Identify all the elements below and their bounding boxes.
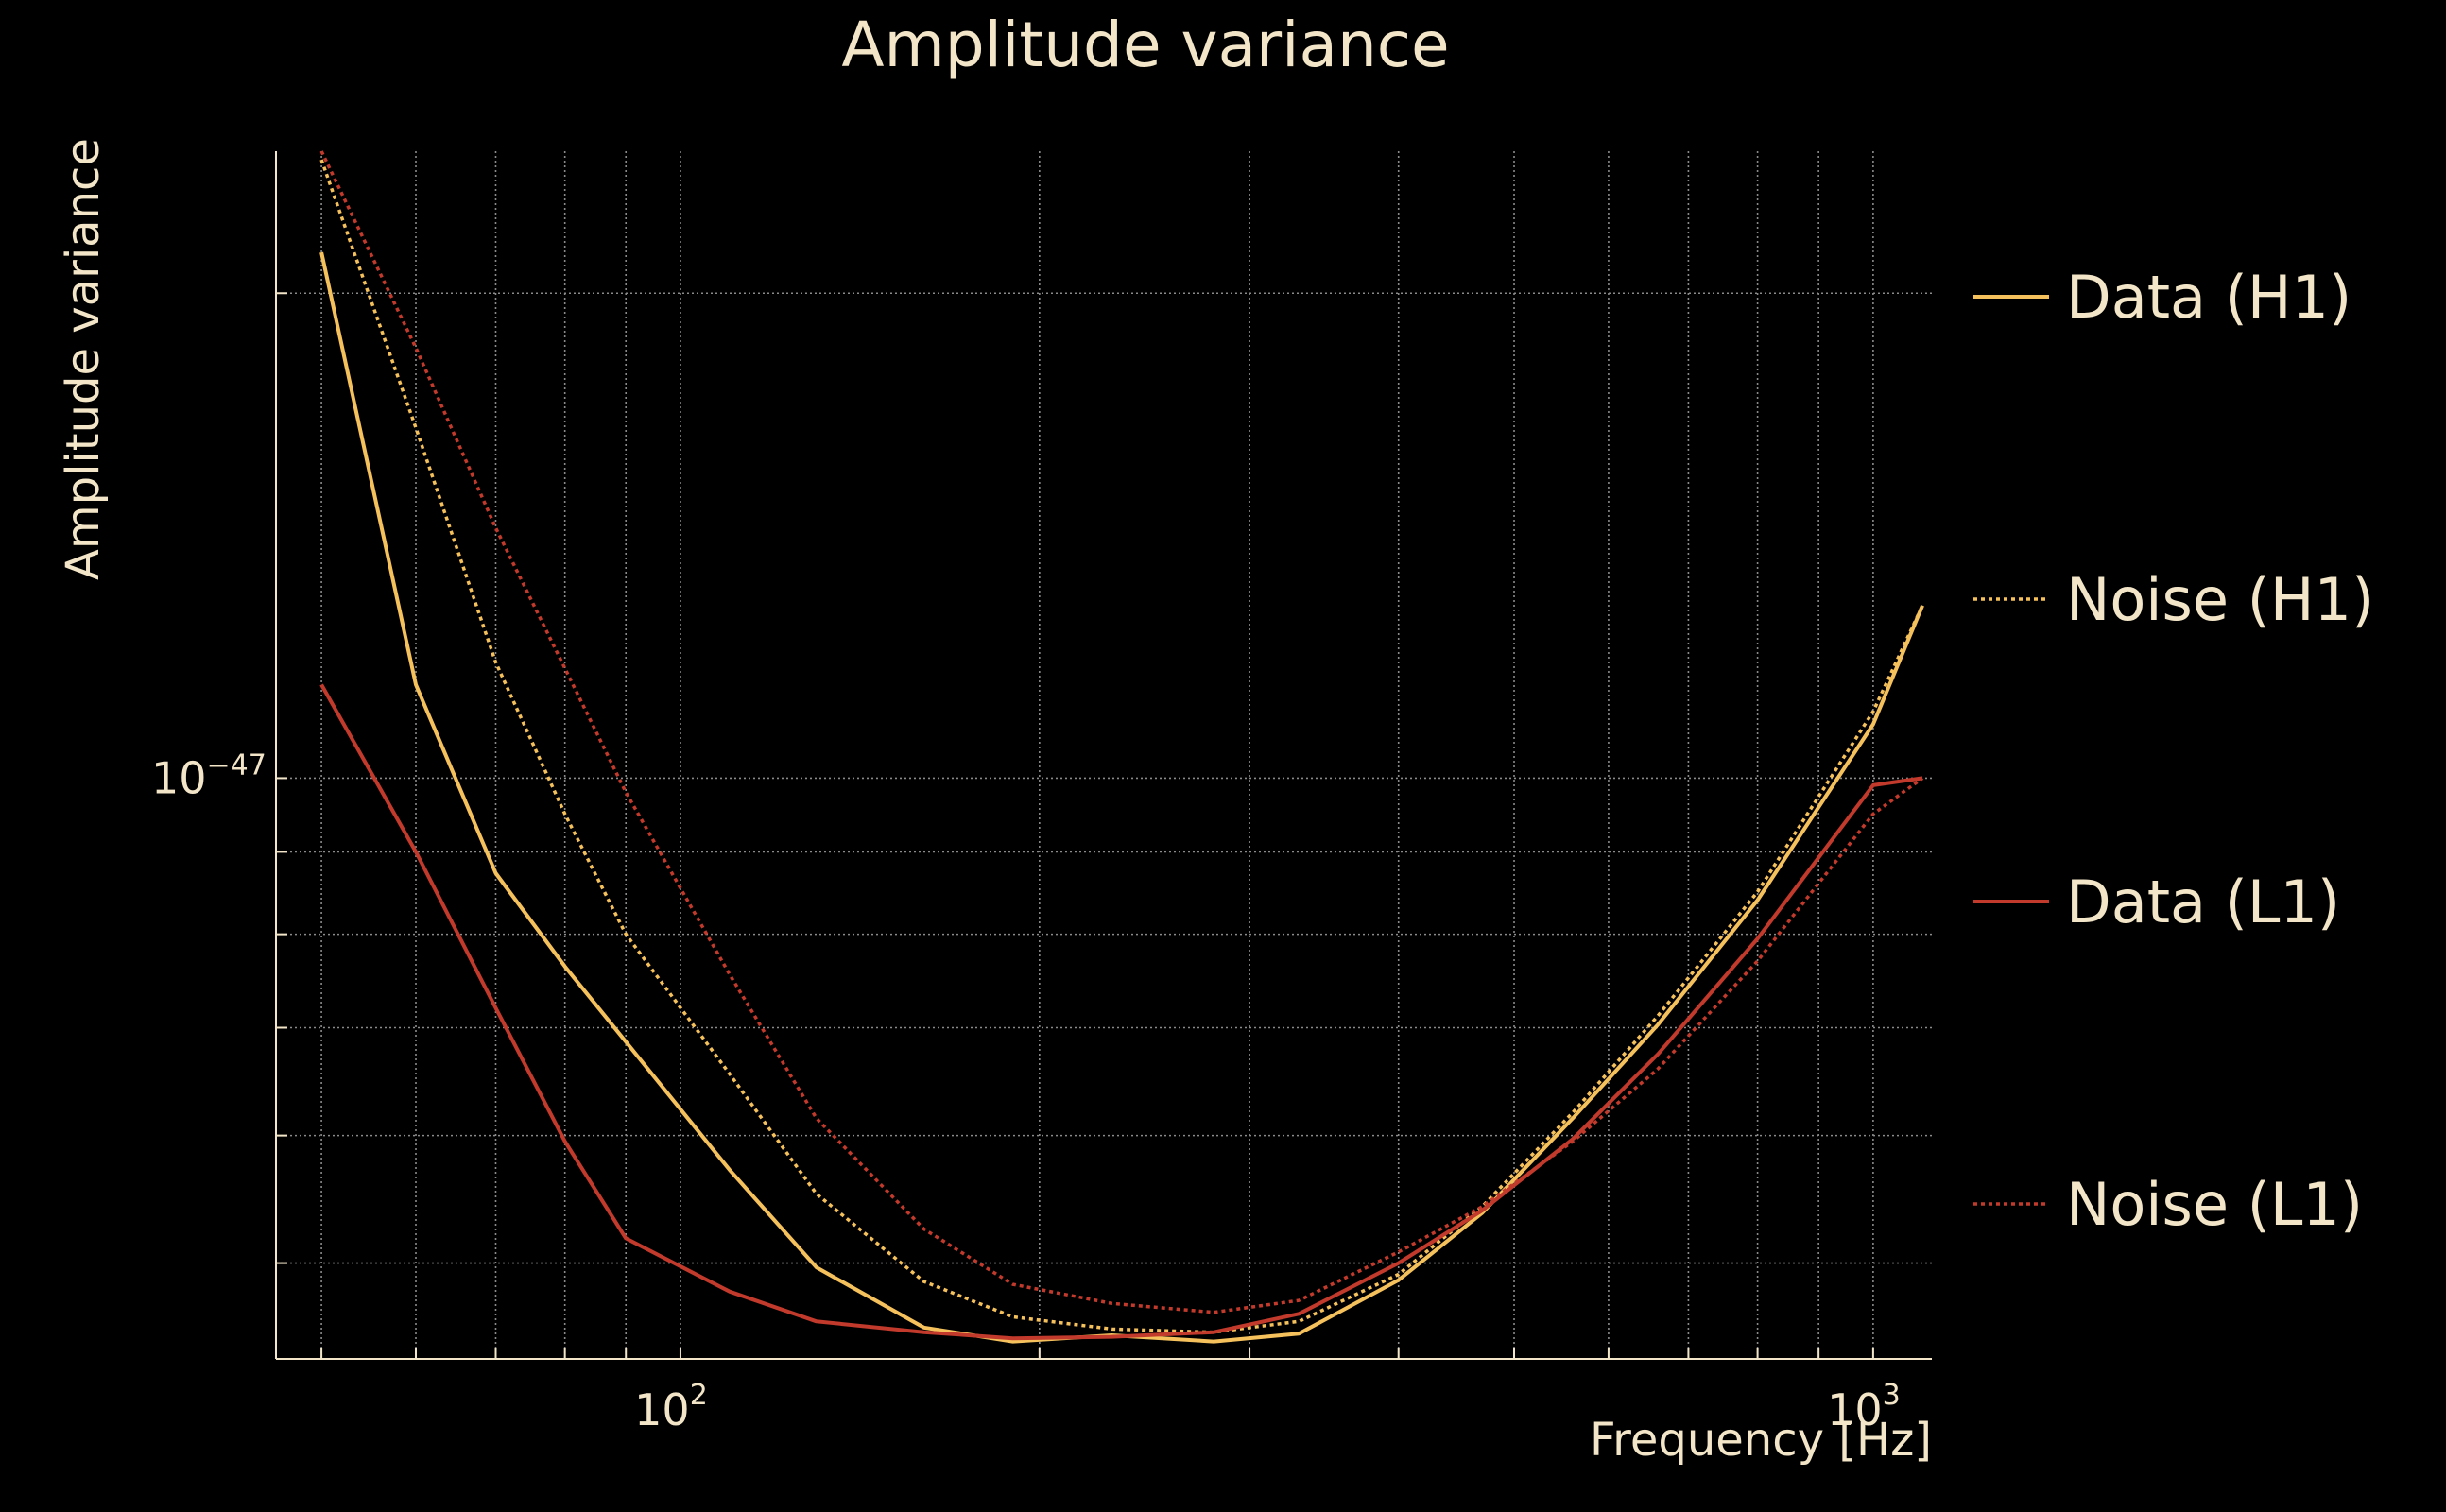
series-lines	[319, 150, 1924, 1344]
legend: Data (H1) Noise (H1) Data (L1) Noise (L1)	[1973, 263, 2374, 1239]
x-tick-label: 103	[1827, 1379, 1901, 1435]
x-tick-label: 102	[634, 1379, 708, 1435]
legend-label: Data (H1)	[2066, 263, 2351, 332]
y-tick-label: 10−47	[151, 748, 267, 803]
grid-lines	[276, 151, 1932, 1359]
legend-label: Data (L1)	[2066, 868, 2340, 936]
y-axis-label: Amplitude variance	[57, 138, 110, 580]
legend-label: Noise (L1)	[2066, 1170, 2363, 1239]
axes	[275, 151, 1932, 1360]
legend-label: Noise (H1)	[2066, 565, 2374, 634]
series-line-noise-l1	[319, 150, 1924, 1314]
x-axis-label: Frequency [Hz]	[1590, 1414, 1932, 1467]
chart-title: Amplitude variance	[841, 9, 1449, 81]
series-line-data-h1	[319, 251, 1924, 1344]
tick-labels: 102 103 10−47	[151, 748, 1901, 1435]
series-line-data-l1	[319, 683, 1923, 1341]
series-line-noise-h1	[319, 159, 1924, 1334]
